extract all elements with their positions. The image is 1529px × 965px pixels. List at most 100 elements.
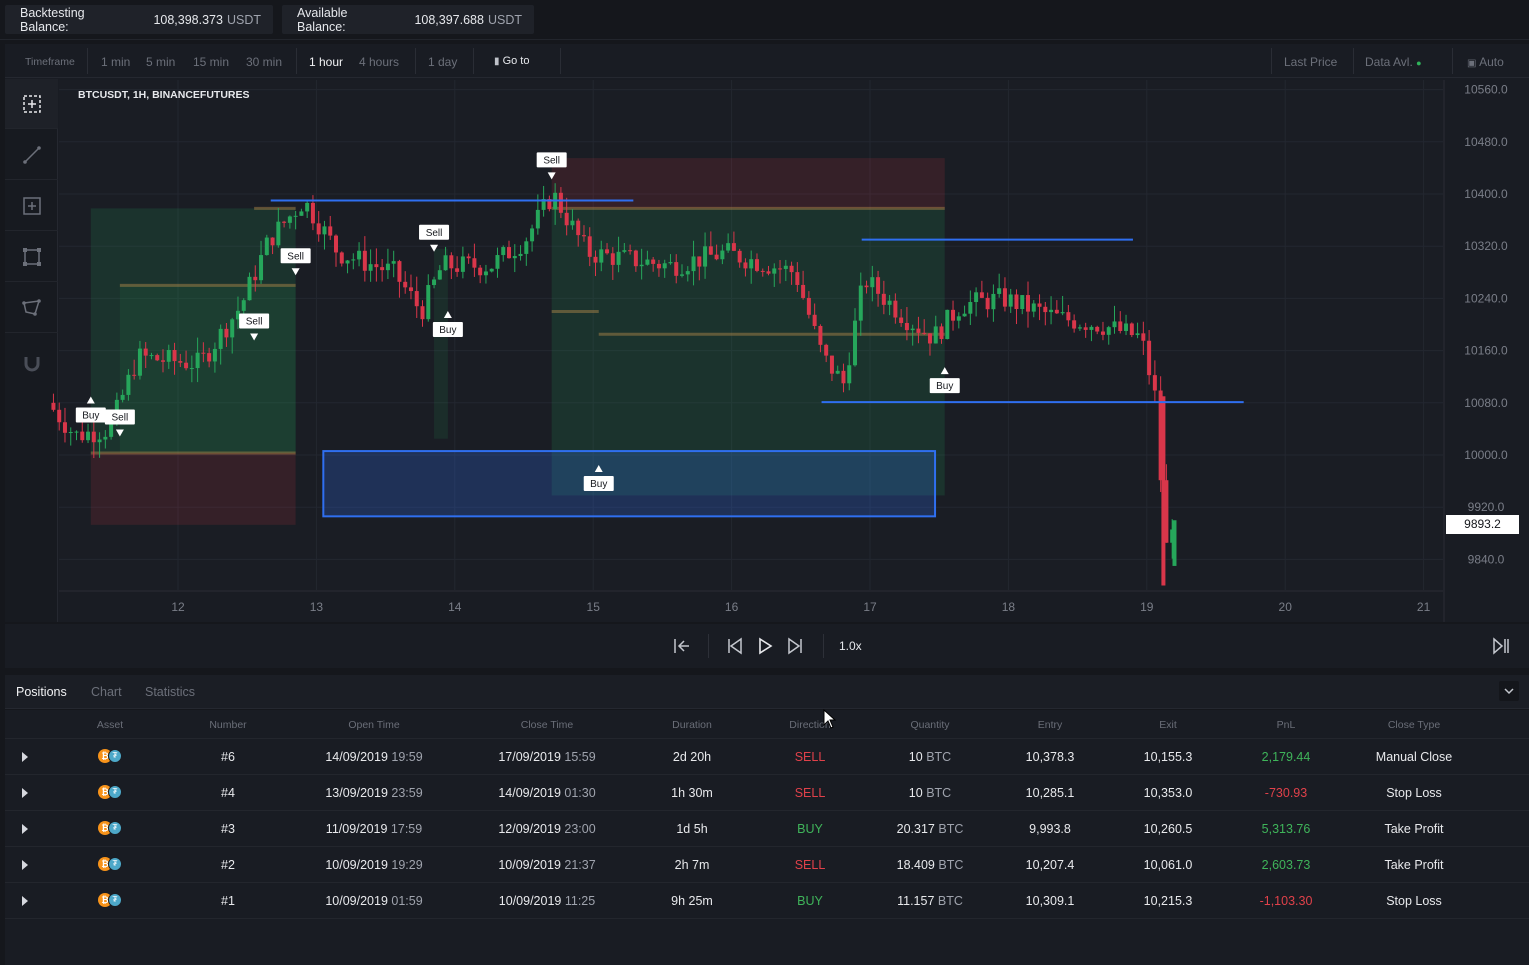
divider <box>1452 48 1453 74</box>
tab-statistics[interactable]: Statistics <box>145 685 196 699</box>
magnet-tool[interactable] <box>5 338 58 388</box>
skip-end-icon[interactable] <box>1491 636 1511 656</box>
column-header-open-time[interactable]: Open Time <box>348 719 400 731</box>
sell-marker[interactable]: Sell <box>104 409 135 437</box>
candle-body <box>172 349 177 362</box>
candle-body <box>674 262 679 276</box>
crosshair-tool[interactable] <box>5 79 58 129</box>
tab-chart[interactable]: Chart <box>91 685 122 699</box>
auto-scale-button[interactable]: ▣ Auto <box>1467 55 1504 69</box>
candle-body <box>916 328 921 333</box>
column-header-entry[interactable]: Entry <box>1037 719 1063 731</box>
buy-marker[interactable]: Buy <box>929 367 960 394</box>
sell-marker[interactable]: Sell <box>419 224 450 252</box>
buy-marker[interactable]: Buy <box>583 465 614 492</box>
column-header-duration[interactable]: Duration <box>672 719 712 731</box>
tf-option-5min[interactable]: 5 min <box>146 55 176 69</box>
trendline-tool[interactable] <box>5 130 58 180</box>
data-availability-button[interactable]: Data Avl. ● <box>1365 55 1422 69</box>
column-header-exit[interactable]: Exit <box>1159 719 1177 731</box>
candle-body <box>726 243 731 251</box>
crosshair-icon <box>22 94 41 113</box>
tf-option-1hour[interactable]: 1 hour <box>309 55 344 69</box>
open-date: 14/09/2019 <box>325 750 388 764</box>
asset-pair: ₿ ₮ <box>98 821 124 835</box>
candle-body <box>893 300 898 318</box>
candle-body <box>835 370 840 374</box>
candle-body <box>1106 327 1111 335</box>
step-forward-icon[interactable] <box>785 636 805 656</box>
step-back-icon[interactable] <box>725 636 745 656</box>
backtesting-balance-label: Backtesting Balance: <box>20 5 85 34</box>
expand-row-icon[interactable] <box>22 896 28 906</box>
column-header-close-type[interactable]: Close Type <box>1387 719 1441 731</box>
candle-body <box>218 328 223 349</box>
price-chart[interactable]: Buy Sell Sell Sell Sell Buy Sell Buy Buy 10560.0 1… <box>0 0 1529 622</box>
buy-marker[interactable]: Buy <box>75 396 106 423</box>
duration: 1d 5h <box>676 822 708 836</box>
candle-body <box>345 260 350 264</box>
buy-arrow-icon <box>594 465 603 473</box>
tf-option-1min[interactable]: 1 min <box>101 55 131 69</box>
column-header-quantity[interactable]: Quantity <box>910 719 950 731</box>
add-shape-tool[interactable] <box>5 181 58 231</box>
candle-body <box>962 313 967 317</box>
table-row[interactable]: ₿ ₮ #2 10/09/2019 19:29 10/09/2019 21:37 2h 7… <box>5 847 1529 883</box>
column-header-asset[interactable]: Asset <box>96 719 124 731</box>
skip-start-icon[interactable] <box>672 636 692 656</box>
collapse-panel-button[interactable] <box>1499 681 1519 701</box>
table-row[interactable]: ₿ ₮ #4 13/09/2019 23:59 14/09/2019 01:30 1h 3… <box>5 775 1529 811</box>
expand-row-icon[interactable] <box>22 788 28 798</box>
sell-marker[interactable]: Sell <box>280 248 311 276</box>
goto-button[interactable]: ▮ Go to <box>494 55 529 67</box>
candle-body <box>426 285 431 320</box>
asset-pair: ₿ ₮ <box>98 785 124 799</box>
expand-row-icon[interactable] <box>22 824 28 834</box>
tf-option-4hours[interactable]: 4 hours <box>359 55 400 69</box>
candle-body <box>287 216 292 223</box>
expand-row-icon[interactable] <box>22 752 28 762</box>
tab-positions[interactable]: Positions <box>16 685 67 699</box>
candle-body <box>201 352 206 354</box>
speed-selector[interactable]: 1.0x <box>839 639 862 653</box>
candle-body <box>651 259 656 264</box>
column-header-number[interactable]: Number <box>209 719 247 731</box>
column-header-direction[interactable]: Direction <box>789 719 831 731</box>
pnl-value: 5,313.76 <box>1261 822 1311 836</box>
path-tool[interactable] <box>5 283 58 333</box>
table-row[interactable]: ₿ ₮ #3 11/09/2019 17:59 12/09/2019 23:00 1d 5… <box>5 811 1529 847</box>
table-row[interactable]: ₿ ₮ #1 10/09/2019 01:59 10/09/2019 11:25 9h 2… <box>5 883 1529 919</box>
table-row[interactable]: ₿ ₮ #6 14/09/2019 19:59 17/09/2019 15:59 2d 2… <box>5 739 1529 775</box>
marker-label-box <box>432 322 463 338</box>
divider <box>708 634 709 658</box>
marker-label-box <box>536 152 567 168</box>
entry-price: 10,207.4 <box>1025 858 1075 872</box>
last-price-button[interactable]: Last Price <box>1284 55 1338 69</box>
candle-body <box>143 348 148 356</box>
candle-body <box>766 271 771 274</box>
sell-marker[interactable]: Sell <box>536 152 567 180</box>
candle-body <box>1164 480 1169 543</box>
tf-option-15min[interactable]: 15 min <box>193 55 230 69</box>
time-tick-label: 15 <box>587 600 601 614</box>
sell-marker[interactable]: Sell <box>239 313 270 341</box>
candle-body <box>968 302 973 314</box>
column-header-pnl[interactable]: PnL <box>1276 719 1296 731</box>
rectangle-tool[interactable] <box>5 232 58 282</box>
sell-arrow-icon <box>430 244 439 252</box>
tf-option-30min[interactable]: 30 min <box>246 55 283 69</box>
column-header-close-time[interactable]: Close Time <box>520 719 574 731</box>
time-tick-label: 18 <box>1002 600 1016 614</box>
buy-marker[interactable]: Buy <box>432 311 463 338</box>
time-tick-label: 19 <box>1140 600 1154 614</box>
exit-price: 10,155.3 <box>1143 750 1193 764</box>
tf-option-1day[interactable]: 1 day <box>428 55 458 69</box>
exit-price: 10,215.3 <box>1143 894 1193 908</box>
expand-row-icon[interactable] <box>22 860 28 870</box>
buy-arrow-icon <box>940 367 949 375</box>
candle-body <box>899 317 904 323</box>
quantity-value: 18.409 <box>896 858 935 872</box>
play-icon[interactable] <box>755 636 775 656</box>
candle-body <box>1147 340 1152 376</box>
close-clock: 11:25 <box>564 894 596 908</box>
